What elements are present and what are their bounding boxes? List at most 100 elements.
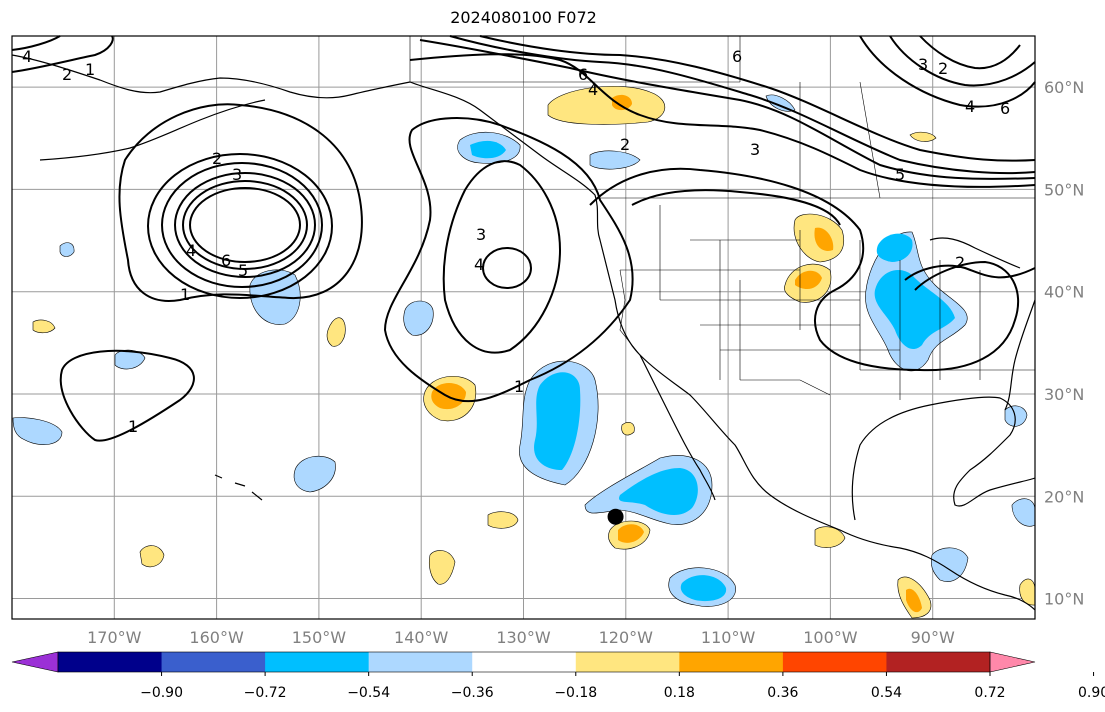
us-east-coast (1004, 299, 1036, 411)
colorbar-segment (58, 652, 163, 672)
colorbar-tick-label: 0.18 (664, 685, 695, 701)
negative-anomaly-area (12, 417, 63, 445)
contour-line (182, 180, 308, 270)
positive-anomaly-area (621, 422, 635, 436)
contour-label: 4 (588, 80, 598, 99)
colorbar: −0.90 −0.72 −0.54 −0.36 −0.18 0.18 0.36 0.54 0.7… (11, 651, 1105, 701)
negative-anomaly-area (293, 455, 336, 493)
positive-anomaly-area (795, 270, 822, 290)
contour-line (11, 35, 114, 73)
lat-tick-label: 30°N (1044, 385, 1084, 404)
contour-line (11, 35, 61, 51)
contour-label: 4 (22, 47, 32, 66)
colorbar-tick-label: 0.72 (974, 685, 1005, 701)
negative-anomaly-area (765, 94, 796, 112)
lon-tick-label: 90°W (911, 628, 955, 647)
negative-anomaly-area (874, 270, 955, 350)
negative-anomaly-area (589, 150, 641, 170)
contour-label: 1 (180, 285, 190, 304)
hawaii-islands (214, 474, 263, 501)
lon-tick-label: 120°W (599, 628, 654, 647)
contour-line (631, 189, 841, 226)
map-title: 2024080100 F072 (450, 8, 597, 27)
colorbar-extend-low (11, 651, 59, 673)
contour-label: 6 (578, 65, 588, 84)
positive-anomaly-area (906, 588, 922, 613)
contour-label: 2 (62, 65, 72, 84)
lat-tick-label: 40°N (1044, 283, 1084, 302)
contour-label: 6 (732, 47, 742, 66)
contour-line (479, 35, 1036, 162)
positive-anomaly-area (32, 319, 56, 334)
state-borders (409, 36, 1035, 400)
positive-anomaly-area (909, 131, 937, 142)
colorbar-tick-label: 0.54 (871, 685, 902, 701)
lat-tick-label: 20°N (1044, 487, 1084, 506)
contour-line (482, 247, 532, 289)
contour-label: 5 (895, 165, 905, 184)
contour-line (449, 35, 1036, 175)
colorbar-tick-label: 0.36 (767, 685, 798, 701)
contour-line (904, 264, 1036, 281)
lat-tick-label: 60°N (1044, 78, 1084, 97)
colorbar-tick-label: −0.18 (554, 685, 597, 701)
contour-line (409, 53, 1036, 188)
colorbar-segment (575, 652, 680, 672)
positive-anomaly-area (612, 94, 632, 111)
positive-anomaly-area (428, 550, 456, 585)
great-lakes (929, 237, 1021, 269)
contour-label: 3 (476, 225, 486, 244)
contour-label: 2 (938, 59, 948, 78)
contour-label: 1 (85, 60, 95, 79)
colorbar-segment (368, 652, 473, 672)
contour-line (859, 35, 1036, 108)
positive-anomaly-area (618, 524, 644, 543)
map-frame (11, 35, 1036, 620)
negative-anomaly-area (1011, 498, 1036, 527)
alaska-coast (11, 54, 411, 99)
colorbar-tick-label: 0.90 (1078, 685, 1105, 701)
negative-anomaly-area (470, 140, 506, 159)
colorbar-tick-label: −0.90 (140, 685, 183, 701)
contour-label: 6 (221, 251, 231, 270)
storm-position-marker (607, 508, 624, 525)
contour-line (174, 172, 316, 278)
contour-line (919, 35, 1021, 70)
colorbar-segment (679, 652, 784, 672)
contour-label: 3 (918, 55, 928, 74)
contour-label: 1 (514, 377, 524, 396)
contour-line (442, 160, 562, 354)
contour-label: 2 (212, 149, 222, 168)
contour-line (118, 103, 363, 302)
lon-tick-label: 110°W (701, 628, 756, 647)
lon-tick-label: 130°W (496, 628, 551, 647)
lon-tick-label: 140°W (394, 628, 449, 647)
colorbar-segment (782, 652, 887, 672)
coastlines (11, 54, 1036, 611)
lat-tick-label: 50°N (1044, 180, 1084, 199)
contour-labels: 2 3 4 5 6 1 1 1 3 4 2 3 6 4 6 5 2 4 6 2 … (22, 47, 1010, 436)
colorbar-extend-high (989, 651, 1036, 673)
colorbar-frame (57, 651, 991, 673)
contour-label: 2 (955, 253, 965, 272)
negative-anomaly-area (876, 233, 913, 262)
negative-anomaly-area (534, 372, 581, 470)
north-america-west-coast (409, 81, 1036, 611)
positive-anomaly-area (814, 227, 834, 251)
contour-line (147, 153, 333, 299)
negative-anomaly-area (403, 300, 434, 336)
colorbar-tick-label: −0.36 (451, 685, 494, 701)
negative-anomaly-area (59, 242, 75, 257)
colorbar-tick-label: −0.54 (347, 685, 390, 701)
lon-tick-label: 170°W (87, 628, 142, 647)
lon-tick-label: 100°W (803, 628, 858, 647)
anomaly-fills (12, 86, 1036, 619)
contour-label: 1 (128, 417, 138, 436)
colorbar-segment (161, 652, 266, 672)
contour-line (383, 117, 634, 403)
contour-label: 4 (474, 255, 484, 274)
contour-label: 3 (232, 165, 242, 184)
lon-tick-label: 150°W (292, 628, 347, 647)
contour-line (59, 349, 195, 442)
